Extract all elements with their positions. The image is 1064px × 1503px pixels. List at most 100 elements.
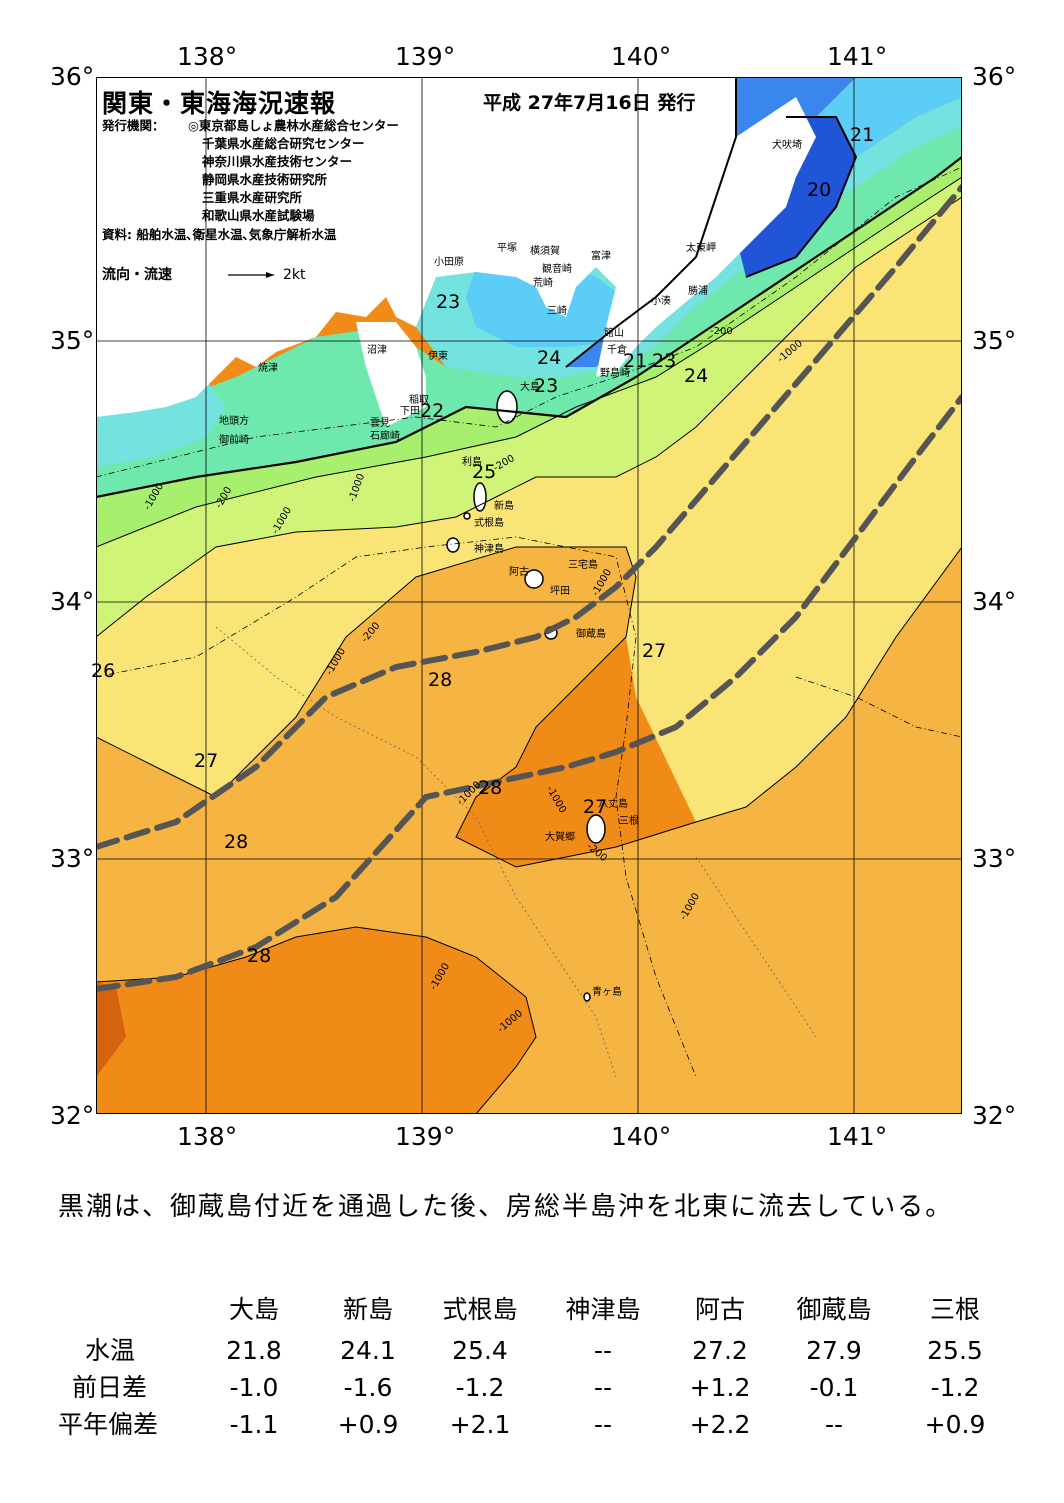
zone-25 [96, 157, 962, 547]
place-kozushima: 神津島 [474, 544, 504, 555]
place-hiratsuka: 平塚 [497, 243, 517, 254]
current-legend-scale: 2kt [283, 267, 306, 283]
temp-label-25: 25 [472, 461, 497, 483]
place-arasaki: 荒崎 [533, 278, 553, 289]
place-ako: 阿古 [509, 567, 529, 578]
table-cell: -- [593, 1336, 613, 1365]
issuer-1: ◎東京都島しょ農林水産総合センター [188, 118, 399, 133]
table-cell: -- [593, 1410, 613, 1439]
table-cell: +0.9 [337, 1410, 399, 1439]
issuer-3: 神奈川県水産技術センター [202, 154, 353, 169]
land-izu [356, 322, 426, 427]
table-cell: 25.5 [927, 1336, 983, 1365]
temp-label-22: 22 [420, 400, 445, 422]
current-legend-label: 流向・流速 [102, 267, 172, 283]
table-cell: 27.2 [692, 1336, 748, 1365]
lon-bottom-138: 138° [177, 1122, 238, 1151]
issuer-6: 和歌山県水産試験場 [202, 208, 315, 223]
table-cell: 21.8 [226, 1336, 282, 1365]
place-inubozaki: 犬吠埼 [772, 140, 802, 151]
lon-top-141: 141° [827, 42, 888, 71]
table-cell: +2.2 [689, 1410, 751, 1439]
place-chikura: 千倉 [607, 345, 627, 356]
lat-left-32: 32° [50, 1101, 95, 1130]
place-odawara: 小田原 [434, 257, 464, 268]
zone-27 [96, 547, 962, 1114]
summary-text: 黒潮は、御蔵島付近を通過した後、房総半島沖を北東に流去している。 [58, 1192, 954, 1222]
issuer-label: 発行機関： [102, 118, 165, 133]
place-ito: 伊東 [428, 351, 448, 362]
lon-top-139: 139° [395, 42, 456, 71]
temp-label-24-boso: 24 [684, 365, 709, 387]
place-mikurajima: 御蔵島 [576, 629, 606, 640]
place-tateyama: 館山 [604, 328, 624, 339]
place-yaizu: 焼津 [258, 363, 278, 374]
lat-left-34: 34° [50, 587, 95, 616]
map-title: 関東・東海海況速報 [102, 89, 337, 118]
zone-25b [96, 177, 962, 637]
place-irozaki: 石廊崎 [370, 431, 400, 442]
lat-left-33: 33° [50, 844, 95, 873]
land-miura [546, 247, 566, 312]
place-hachijojima: 八丈島 [598, 799, 628, 810]
table-cell: -- [824, 1410, 844, 1439]
table-cell: -1.2 [455, 1373, 505, 1402]
lat-right-36: 36° [972, 62, 1017, 91]
island-aogashima [583, 992, 591, 1002]
place-nojimazaki: 野島崎 [600, 368, 630, 379]
island-oshima [496, 390, 518, 424]
place-numazu: 沼津 [367, 345, 387, 356]
kuroshio-inner-line [96, 184, 962, 850]
place-kumomi: 雲見 [370, 418, 390, 429]
table-header-shikinejima: 式根島 [442, 1295, 518, 1324]
place-kominato: 小湊 [651, 296, 671, 307]
lon-top-140: 140° [611, 42, 672, 71]
issue-date: 平成 27年7月16日 発行 [483, 92, 696, 114]
table-cell: +1.2 [689, 1373, 751, 1402]
place-omaezaki: 御前崎 [219, 435, 249, 446]
table-cell: -1.6 [343, 1373, 393, 1402]
table-row-label-temp: 水温 [85, 1336, 136, 1365]
lat-right-32: 32° [972, 1101, 1017, 1130]
lat-left-36: 36° [50, 62, 95, 91]
temp-label-20: 20 [807, 179, 832, 201]
table-header-oshima: 大島 [228, 1295, 279, 1324]
table-cell: +2.1 [449, 1410, 511, 1439]
table-row-label-anomaly: 平年偏差 [58, 1410, 159, 1439]
place-oshima: 大島 [520, 382, 540, 393]
place-inatori: 稲取 [409, 395, 429, 406]
island-hachijojima [586, 814, 606, 844]
temp-label-28-west: 28 [224, 831, 249, 853]
table-header-ako: 阿古 [694, 1295, 745, 1324]
lat-right-34: 34° [972, 587, 1017, 616]
temp-label-28-south: 28 [478, 777, 503, 799]
issuer-2: 千葉県水産総合研究センター [202, 136, 365, 151]
island-miyakejima [524, 569, 544, 589]
table-cell: -1.1 [229, 1410, 279, 1439]
temp-label-21-boso: 21 [623, 350, 648, 372]
lat-right-33: 33° [972, 844, 1017, 873]
place-kannonzaki: 観音崎 [542, 264, 572, 275]
temp-label-23-sagami: 23 [436, 291, 461, 313]
place-toshima: 利島 [462, 457, 482, 468]
place-yokosuka: 横須賀 [530, 246, 560, 257]
lon-top-138: 138° [177, 42, 238, 71]
place-niijima: 新島 [494, 501, 514, 512]
island-shikinejima [463, 512, 471, 520]
table-cell: 24.1 [340, 1336, 396, 1365]
zone-24 [96, 127, 962, 497]
temp-label-21-ne: 21 [850, 124, 875, 146]
temp-label-23-boso: 23 [652, 350, 677, 372]
table-row-label-dayDiff: 前日差 [72, 1373, 148, 1402]
land-kanto [96, 77, 816, 417]
place-jitogata: 地頭方 [219, 416, 249, 427]
temp-label-27-east: 27 [642, 640, 667, 662]
depth-label-200-c: -200 [710, 326, 733, 337]
table-header-kozushima: 神津島 [565, 1295, 641, 1324]
temp-label-27-west: 27 [194, 750, 219, 772]
table-cell: 25.4 [452, 1336, 508, 1365]
place-mitsune: 三根 [619, 816, 639, 827]
kuroshio-outer-line [96, 394, 962, 992]
temp-label-23-oshima: 23 [534, 375, 559, 397]
island-kozushima [446, 537, 460, 553]
